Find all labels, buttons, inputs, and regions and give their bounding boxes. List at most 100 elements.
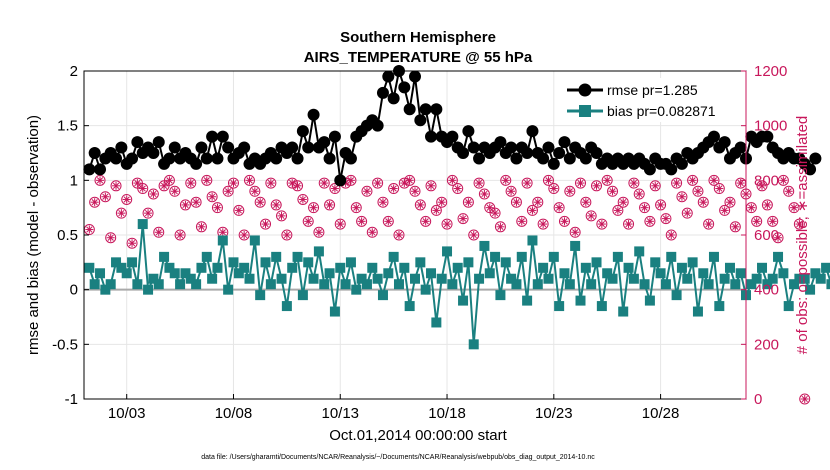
obs-assimilated-point <box>122 195 131 204</box>
obs-possible-point <box>441 218 453 230</box>
bias-point <box>244 273 255 284</box>
obs-possible-point <box>793 218 805 230</box>
obs-possible-point <box>265 177 277 189</box>
y-tick-label: 0.5 <box>57 227 78 244</box>
obs-possible-point <box>211 202 223 214</box>
bias-point <box>506 273 517 284</box>
obs-possible-point <box>457 213 469 225</box>
obs-possible-point <box>473 177 485 189</box>
rmse-point <box>761 130 774 143</box>
obs-assimilated-point <box>613 206 622 215</box>
y-axis-label: rmse and bias (model - observation) <box>25 115 42 355</box>
bias-point <box>351 284 362 295</box>
obs-assimilated-point <box>795 220 804 229</box>
obs-possible-point <box>569 226 581 238</box>
bias-point <box>522 295 533 306</box>
obs-possible-point <box>179 199 191 211</box>
obs-assimilated-point <box>629 179 638 188</box>
obs-possible-point <box>201 174 213 186</box>
obs-possible-point <box>388 183 400 195</box>
obs-possible-point <box>607 185 619 197</box>
rmse-point <box>494 136 507 149</box>
bias-point <box>805 284 816 295</box>
obs-possible-point <box>270 199 282 211</box>
obs-possible-point <box>510 196 522 208</box>
obs-assimilated-point <box>240 231 249 239</box>
x-tick-label: 10/03 <box>108 405 146 422</box>
bias-point <box>735 268 746 279</box>
bias-point <box>404 301 415 312</box>
rmse-point <box>718 136 731 149</box>
bias-point <box>575 295 586 306</box>
obs-assimilated-point <box>491 209 500 218</box>
rmse-point <box>403 103 416 116</box>
obs-assimilated-point <box>378 198 387 207</box>
obs-possible-point <box>137 183 149 195</box>
x-tick-label: 10/23 <box>535 405 573 422</box>
obs-possible-point <box>190 196 202 208</box>
bias-point <box>345 257 356 268</box>
rmse-point <box>286 141 299 154</box>
bias-point <box>255 290 266 301</box>
bias-point <box>121 268 132 279</box>
rmse-point <box>643 163 656 176</box>
bias-point <box>399 262 410 273</box>
bias-point <box>265 279 276 290</box>
obs-assimilated-point <box>790 203 799 212</box>
rmse-point <box>152 136 165 149</box>
y-tick-label: -1 <box>65 391 78 408</box>
bias-point <box>367 262 378 273</box>
bias-point <box>335 262 346 273</box>
bias-point <box>676 262 687 273</box>
bias-point <box>703 279 714 290</box>
obs-assimilated-point <box>266 179 275 188</box>
rmse-point <box>537 152 550 165</box>
rmse-point <box>376 86 389 99</box>
bias-point <box>495 290 506 301</box>
obs-possible-point <box>195 221 207 233</box>
obs-assimilated-point <box>144 209 153 218</box>
obs-assimilated-point <box>362 187 371 196</box>
obs-assimilated-point <box>176 231 185 239</box>
obs-possible-point <box>713 183 725 195</box>
rmse-point <box>323 152 336 165</box>
obs-possible-point <box>548 183 560 195</box>
bias-point <box>511 279 522 290</box>
obs-possible-point <box>276 210 288 222</box>
obs-possible-point <box>105 232 117 244</box>
rmse-point <box>457 147 470 159</box>
obs-assimilated-point <box>272 200 281 209</box>
obs-possible-point <box>377 196 389 208</box>
rmse-point <box>344 152 357 165</box>
bias-point <box>372 273 383 284</box>
obs-assimilated-point <box>683 209 692 218</box>
obs-possible-point <box>623 218 635 230</box>
bias-point <box>692 306 703 317</box>
obs-possible-point <box>115 207 127 219</box>
y-tick-label: 2 <box>70 63 78 80</box>
bias-point <box>548 251 559 262</box>
obs-assimilated-point <box>453 184 462 193</box>
obs-possible-point <box>553 202 565 214</box>
obs-assimilated-point <box>720 206 729 215</box>
bias-point <box>821 262 830 273</box>
obs-assimilated-point <box>208 192 217 201</box>
obs-assimilated-point <box>373 179 382 188</box>
bias-point <box>297 290 308 301</box>
obs-assimilated-point <box>309 203 318 212</box>
obs-assimilated-point <box>581 198 590 207</box>
y-right-tick-label: 0 <box>754 391 762 408</box>
bias-point <box>169 268 180 279</box>
obs-possible-point <box>153 226 165 238</box>
obs-assimilated-point <box>560 217 569 226</box>
obs-assimilated-point <box>619 198 628 207</box>
obs-assimilated-point <box>213 203 222 212</box>
obs-assimilated-point <box>758 181 767 190</box>
obs-assimilated-point <box>298 195 307 204</box>
obs-assimilated-point <box>608 187 617 196</box>
bias-point <box>751 273 762 284</box>
obs-assimilated-point <box>165 176 174 185</box>
rmse-point <box>526 125 539 138</box>
obs-assimilated-point <box>774 233 783 242</box>
obs-assimilated-point <box>96 176 105 185</box>
